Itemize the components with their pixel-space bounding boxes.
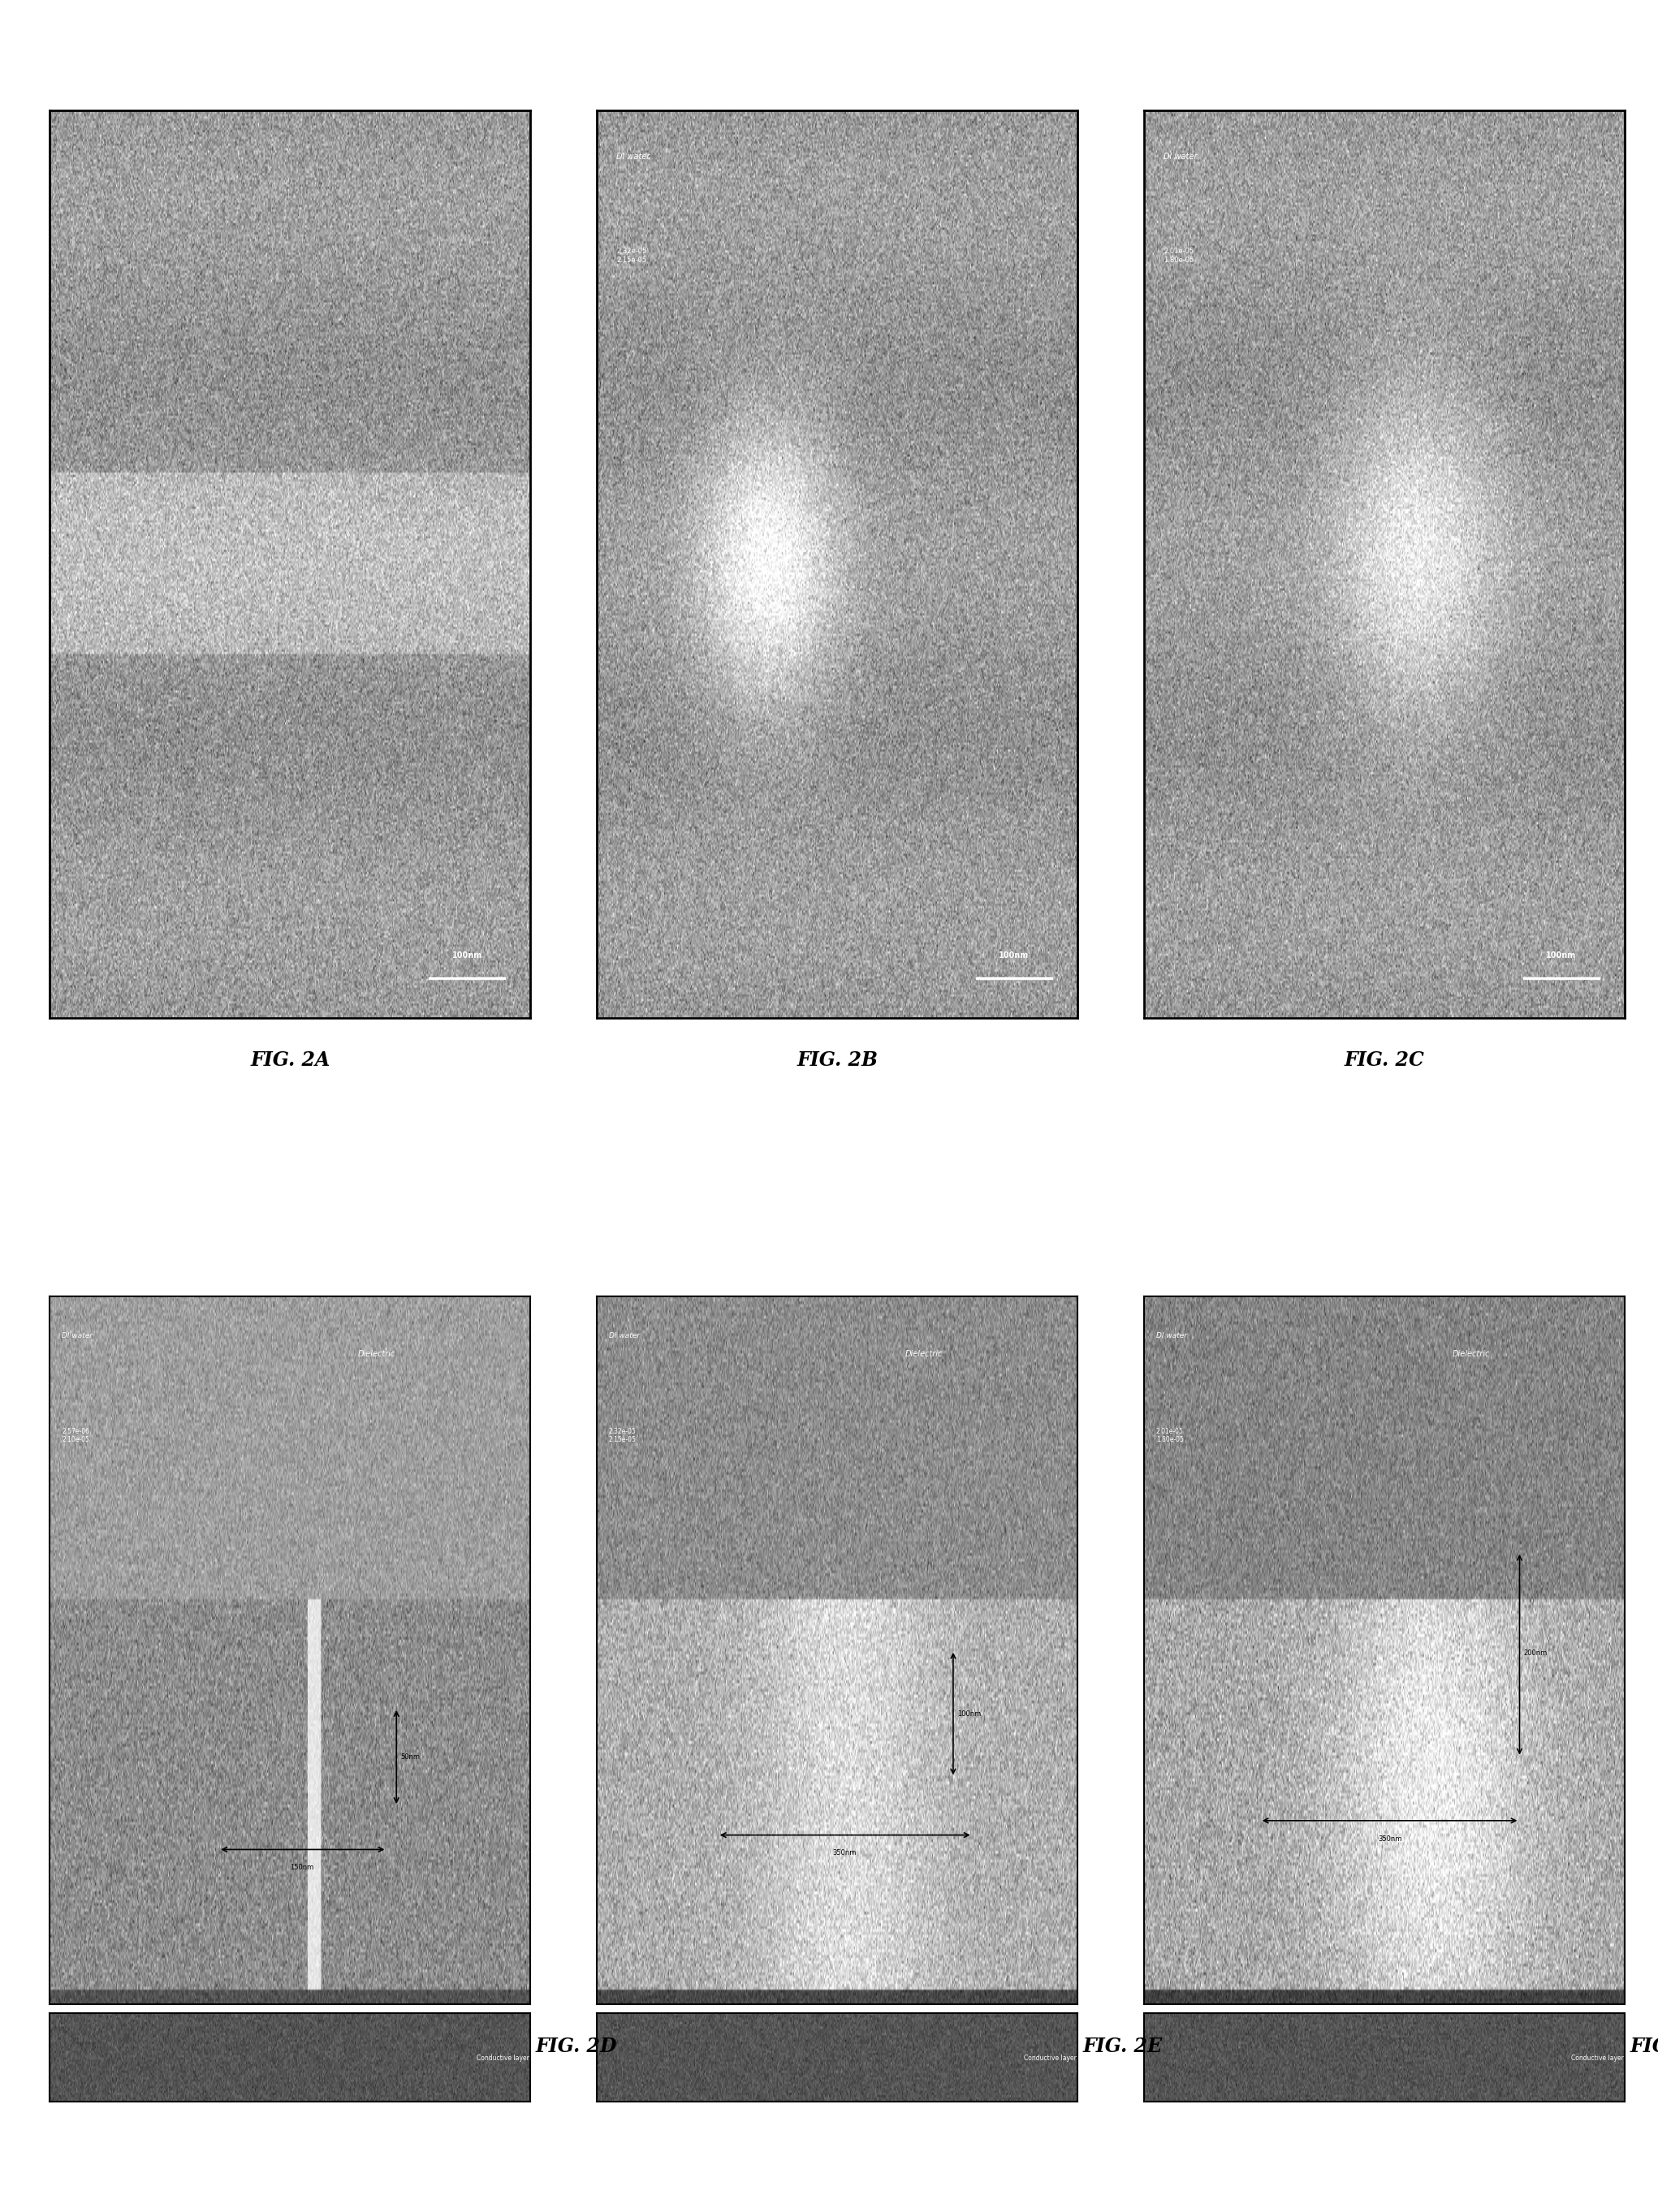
Text: 200nm: 200nm bbox=[1524, 1650, 1547, 1657]
Text: FIG. 2B: FIG. 2B bbox=[797, 1051, 877, 1071]
Text: 2.01e-05
1.80e-05: 2.01e-05 1.80e-05 bbox=[1156, 1427, 1184, 1444]
Text: FIG. 2F: FIG. 2F bbox=[1630, 2037, 1658, 2055]
Text: DI water: DI water bbox=[1156, 1332, 1187, 1340]
Text: 2.01e-05
1.80e-05: 2.01e-05 1.80e-05 bbox=[1164, 248, 1194, 263]
Text: 50nm: 50nm bbox=[400, 1754, 419, 1761]
Text: 2.32e-05
2.15e-05: 2.32e-05 2.15e-05 bbox=[617, 248, 647, 263]
Text: DI water: DI water bbox=[61, 1332, 93, 1340]
Text: Conductive layer: Conductive layer bbox=[476, 2055, 529, 2062]
Text: Conductive layer: Conductive layer bbox=[1570, 2055, 1623, 2062]
Text: 350nm: 350nm bbox=[1378, 1836, 1401, 1843]
Text: Dielectric: Dielectric bbox=[905, 1349, 943, 1358]
Text: Dielectric: Dielectric bbox=[1452, 1349, 1491, 1358]
Text: FIG. 2D: FIG. 2D bbox=[536, 2037, 617, 2055]
Text: DI water: DI water bbox=[1164, 153, 1197, 161]
Text: 350nm: 350nm bbox=[832, 1849, 857, 1856]
Text: 2.57e-06
2.10e-05: 2.57e-06 2.10e-05 bbox=[61, 1427, 90, 1444]
Text: Dielectric: Dielectric bbox=[358, 1349, 396, 1358]
Text: DI water: DI water bbox=[608, 1332, 640, 1340]
Text: FIG. 2E: FIG. 2E bbox=[1083, 2037, 1162, 2055]
Text: FIG. 2C: FIG. 2C bbox=[1345, 1051, 1424, 1071]
Text: Conductive layer: Conductive layer bbox=[1023, 2055, 1076, 2062]
Text: 100nm: 100nm bbox=[1547, 951, 1577, 960]
Text: 2.32e-05
2.15e-05: 2.32e-05 2.15e-05 bbox=[608, 1427, 637, 1444]
Text: DI water: DI water bbox=[617, 153, 650, 161]
Text: 100nm: 100nm bbox=[957, 1710, 982, 1717]
Text: 100nm: 100nm bbox=[1000, 951, 1030, 960]
Text: 150nm: 150nm bbox=[290, 1865, 313, 1871]
Text: FIG. 2A: FIG. 2A bbox=[250, 1051, 330, 1071]
Text: 100nm: 100nm bbox=[453, 951, 482, 960]
